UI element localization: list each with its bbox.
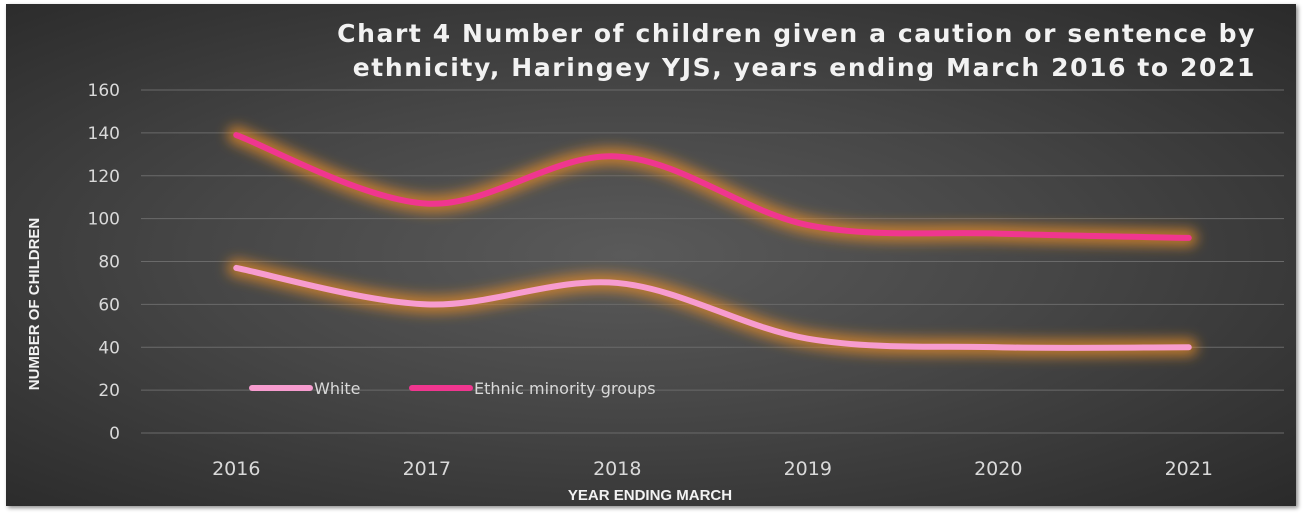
y-tick-label: 40 xyxy=(98,338,120,358)
series-line-2 xyxy=(233,132,1192,241)
y-axis-title: NUMBER OF CHILDREN xyxy=(26,218,43,391)
data-point xyxy=(1188,237,1190,239)
x-tick-label: 2020 xyxy=(974,458,1022,480)
y-tick-label: 20 xyxy=(98,381,120,401)
y-tick-label: 0 xyxy=(109,424,120,444)
legend-label: White xyxy=(314,379,361,398)
data-point xyxy=(235,134,237,136)
x-tick-label: 2018 xyxy=(593,458,641,480)
data-point xyxy=(616,282,618,284)
data-point xyxy=(426,303,428,305)
data-point xyxy=(616,155,618,157)
chart-title-line-2: ethnicity, Haringey YJS, years ending Ma… xyxy=(353,53,1256,82)
data-point xyxy=(235,267,237,269)
data-point xyxy=(426,203,428,205)
y-tick-label: 140 xyxy=(88,124,120,144)
data-point xyxy=(997,346,999,348)
x-tick-label: 2019 xyxy=(784,458,832,480)
x-tick-label: 2016 xyxy=(212,458,260,480)
y-tick-label: 160 xyxy=(88,81,120,101)
legend-label: Ethnic minority groups xyxy=(474,379,656,398)
y-tick-label: 80 xyxy=(98,253,120,273)
x-axis-title: YEAR ENDING MARCH xyxy=(568,487,732,504)
y-tick-label: 100 xyxy=(88,210,120,230)
series-line-1 xyxy=(233,264,1192,351)
x-tick-label: 2021 xyxy=(1165,458,1213,480)
y-tick-label: 120 xyxy=(88,167,120,187)
series-lines xyxy=(227,126,1198,357)
data-point xyxy=(1188,346,1190,348)
x-tick-label: 2017 xyxy=(403,458,451,480)
data-point xyxy=(997,233,999,235)
legend: White Ethnic minority groups xyxy=(245,379,656,398)
data-point xyxy=(807,338,809,340)
x-axis-ticks: 2016 2017 2018 2019 2020 2021 xyxy=(212,458,1213,480)
y-tick-label: 60 xyxy=(98,295,120,315)
chart-title-line-1: Chart 4 Number of children given a cauti… xyxy=(337,19,1256,48)
chart-area: 0 20 40 60 80 100 120 140 160 2016 2017 2018 2019 20… xyxy=(6,4,1296,506)
data-point xyxy=(807,224,809,226)
y-axis-ticks: 0 20 40 60 80 100 120 140 160 xyxy=(88,81,120,444)
